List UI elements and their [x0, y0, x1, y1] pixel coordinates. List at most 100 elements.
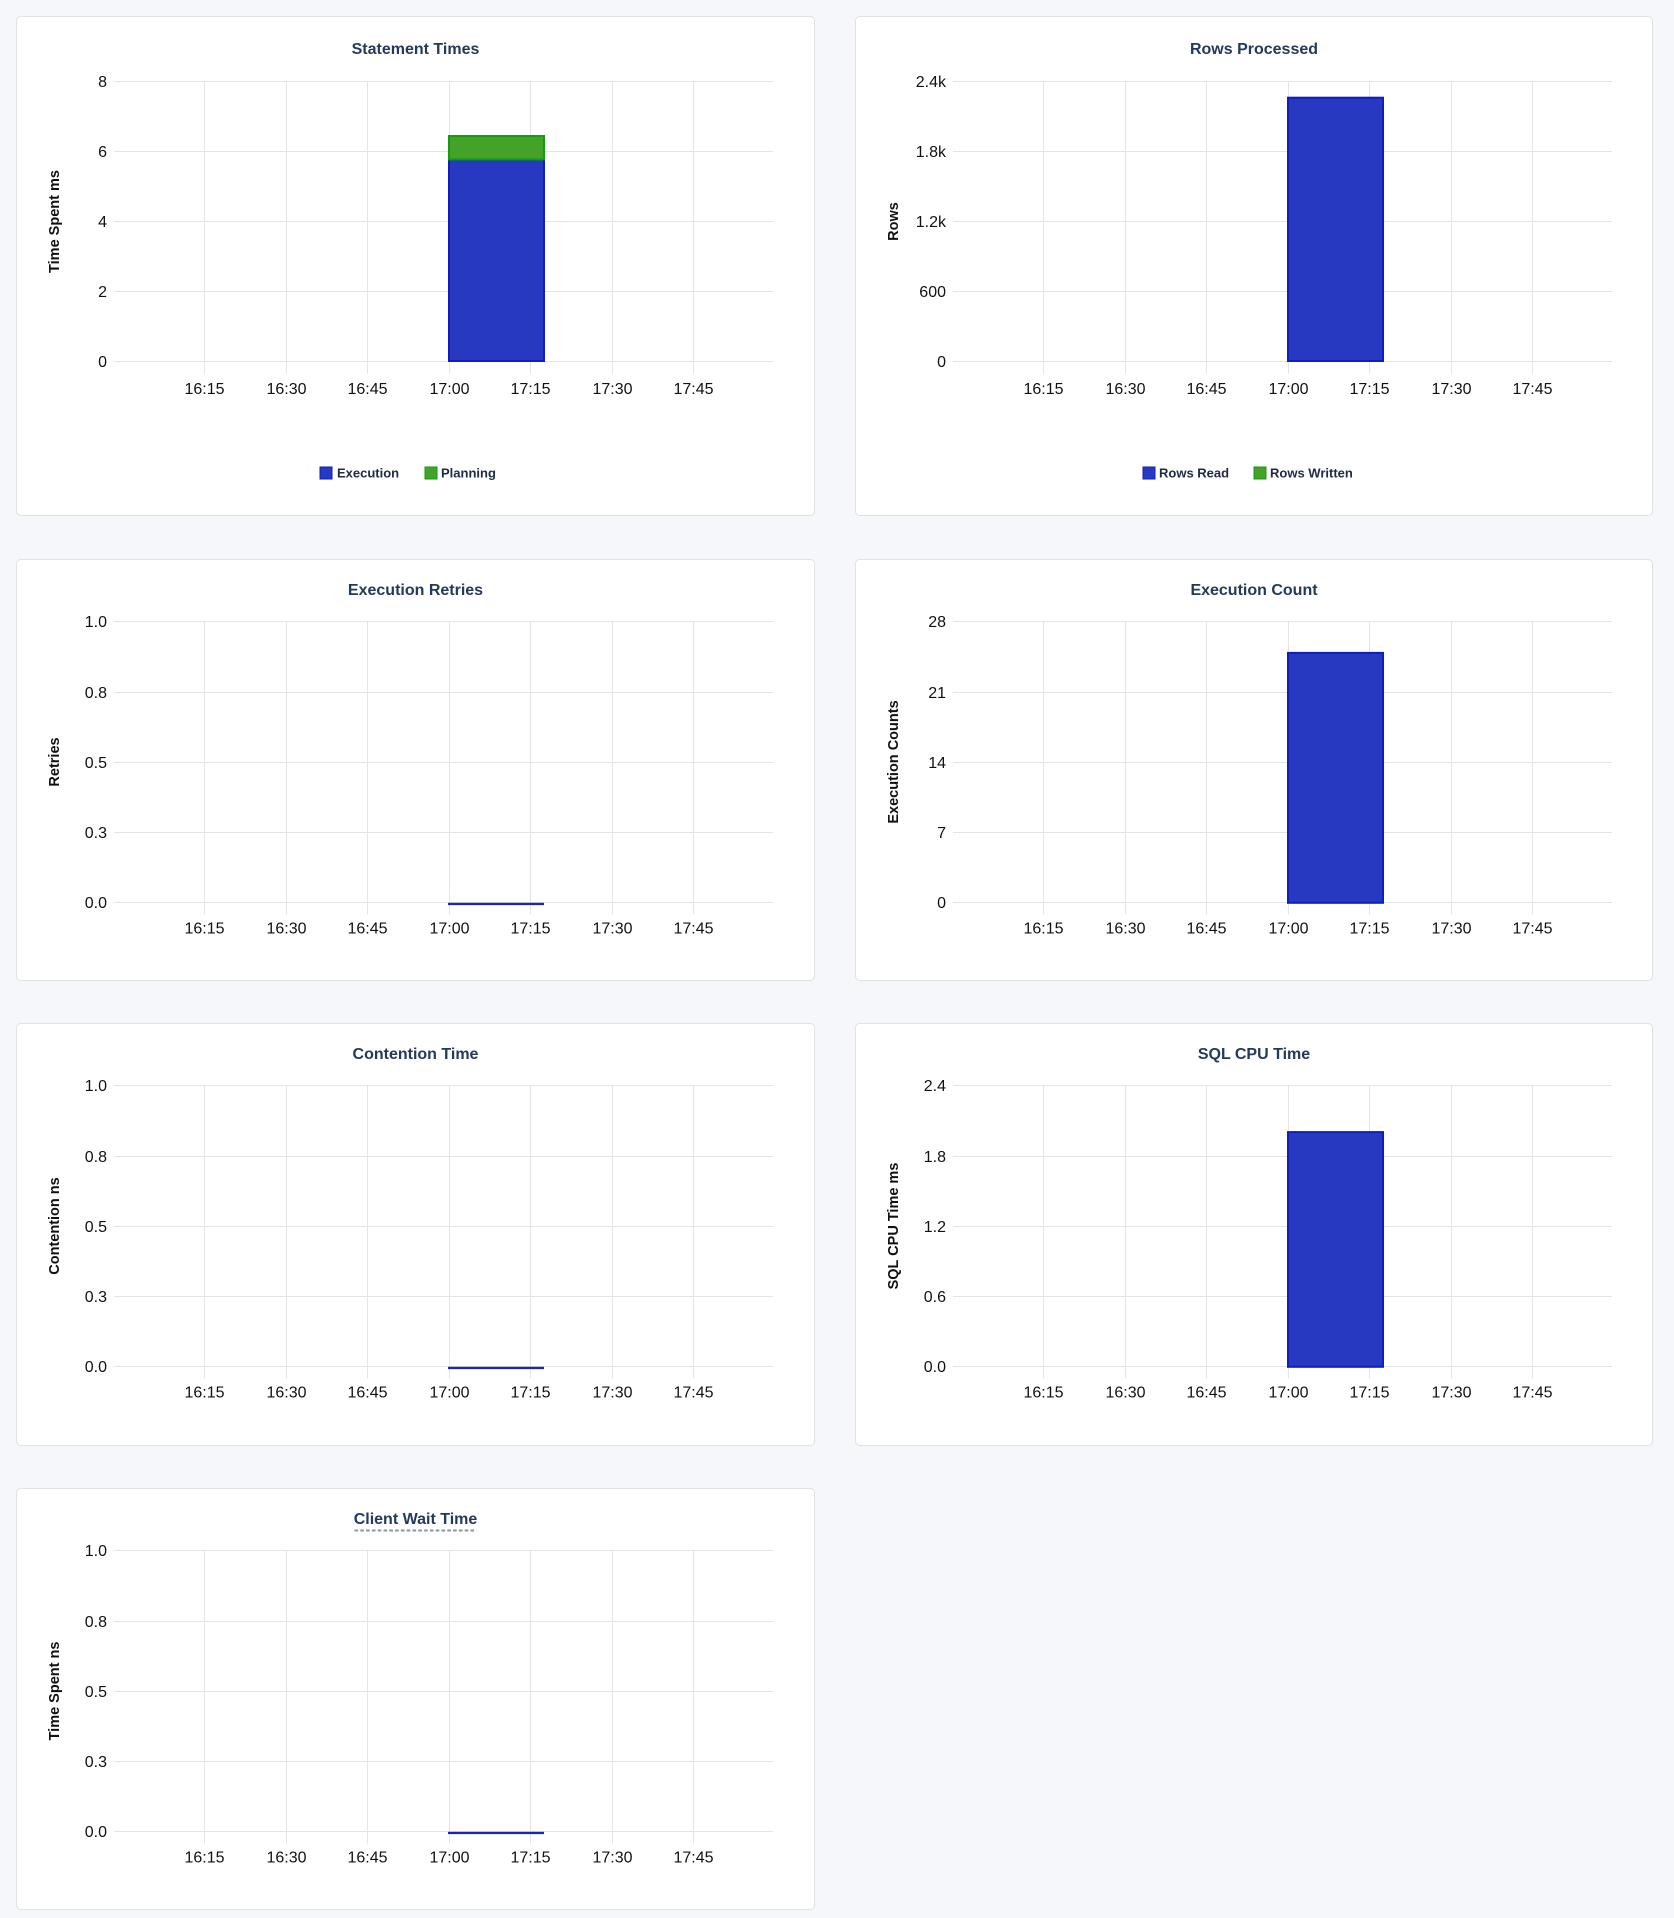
- svg-text:1.0: 1.0: [85, 614, 107, 631]
- svg-text:Time Spent ns: Time Spent ns: [47, 1642, 63, 1741]
- svg-text:17:15: 17:15: [1349, 921, 1389, 938]
- svg-text:17:45: 17:45: [1512, 921, 1552, 938]
- svg-text:16:30: 16:30: [266, 1385, 306, 1402]
- svg-text:1.2k: 1.2k: [916, 214, 947, 231]
- svg-text:0.0: 0.0: [924, 1359, 946, 1376]
- svg-text:Execution Retries: Execution Retries: [348, 582, 483, 599]
- svg-text:0.3: 0.3: [85, 1289, 107, 1306]
- svg-text:16:30: 16:30: [266, 921, 306, 938]
- svg-text:16:30: 16:30: [1105, 1385, 1145, 1402]
- svg-text:17:30: 17:30: [592, 381, 632, 398]
- svg-text:17:00: 17:00: [1268, 381, 1308, 398]
- svg-text:16:30: 16:30: [266, 1850, 306, 1867]
- svg-text:0.5: 0.5: [85, 1684, 107, 1701]
- svg-text:17:00: 17:00: [429, 921, 469, 938]
- svg-text:0: 0: [937, 895, 946, 912]
- svg-text:0.0: 0.0: [85, 1824, 107, 1841]
- svg-text:17:15: 17:15: [1349, 1385, 1389, 1402]
- svg-text:14: 14: [928, 755, 946, 772]
- svg-text:17:15: 17:15: [510, 381, 550, 398]
- svg-text:16:45: 16:45: [1186, 381, 1226, 398]
- svg-text:16:30: 16:30: [1105, 921, 1145, 938]
- svg-text:7: 7: [937, 825, 946, 842]
- svg-text:28: 28: [928, 614, 946, 631]
- svg-text:SQL CPU Time: SQL CPU Time: [1198, 1046, 1310, 1063]
- svg-text:16:15: 16:15: [184, 381, 224, 398]
- svg-text:1.2: 1.2: [924, 1219, 946, 1236]
- svg-text:16:30: 16:30: [266, 381, 306, 398]
- svg-text:16:30: 16:30: [1105, 381, 1145, 398]
- svg-text:17:30: 17:30: [1431, 381, 1471, 398]
- svg-text:Client Wait Time: Client Wait Time: [354, 1511, 478, 1528]
- svg-text:0.5: 0.5: [85, 755, 107, 772]
- svg-text:8: 8: [98, 74, 107, 91]
- svg-text:Execution Count: Execution Count: [1190, 582, 1318, 599]
- svg-text:2.4k: 2.4k: [916, 74, 947, 91]
- svg-text:Rows: Rows: [886, 202, 902, 241]
- svg-text:SQL CPU Time ms: SQL CPU Time ms: [886, 1163, 902, 1290]
- svg-text:16:45: 16:45: [1186, 921, 1226, 938]
- svg-text:17:15: 17:15: [510, 921, 550, 938]
- svg-text:17:30: 17:30: [1431, 1385, 1471, 1402]
- svg-text:16:15: 16:15: [1023, 1385, 1063, 1402]
- svg-text:0: 0: [937, 354, 946, 371]
- svg-text:Rows Read: Rows Read: [1159, 466, 1229, 481]
- svg-text:Contention Time: Contention Time: [353, 1046, 479, 1063]
- svg-text:6: 6: [98, 144, 107, 161]
- svg-text:21: 21: [928, 685, 946, 702]
- svg-text:17:45: 17:45: [673, 381, 713, 398]
- svg-text:17:00: 17:00: [1268, 1385, 1308, 1402]
- svg-text:Retries: Retries: [47, 737, 63, 786]
- svg-text:17:45: 17:45: [673, 1385, 713, 1402]
- svg-text:0.0: 0.0: [85, 1359, 107, 1376]
- svg-text:Execution Counts: Execution Counts: [886, 700, 902, 823]
- svg-text:17:30: 17:30: [592, 921, 632, 938]
- svg-text:600: 600: [919, 284, 946, 301]
- svg-text:0.3: 0.3: [85, 1754, 107, 1771]
- svg-text:17:00: 17:00: [429, 381, 469, 398]
- svg-text:Planning: Planning: [441, 466, 496, 481]
- svg-text:16:15: 16:15: [184, 1850, 224, 1867]
- svg-text:17:45: 17:45: [673, 1850, 713, 1867]
- svg-text:16:15: 16:15: [1023, 921, 1063, 938]
- svg-text:16:15: 16:15: [1023, 381, 1063, 398]
- svg-text:0.0: 0.0: [85, 895, 107, 912]
- svg-text:1.8: 1.8: [924, 1149, 946, 1166]
- svg-text:16:15: 16:15: [184, 1385, 224, 1402]
- svg-text:17:00: 17:00: [429, 1850, 469, 1867]
- svg-text:1.0: 1.0: [85, 1543, 107, 1560]
- svg-text:0.8: 0.8: [85, 1149, 107, 1166]
- svg-text:17:30: 17:30: [592, 1385, 632, 1402]
- svg-text:16:45: 16:45: [347, 921, 387, 938]
- svg-text:17:00: 17:00: [429, 1385, 469, 1402]
- svg-text:17:45: 17:45: [1512, 381, 1552, 398]
- svg-text:2: 2: [98, 284, 107, 301]
- svg-text:16:45: 16:45: [1186, 1385, 1226, 1402]
- svg-text:0.6: 0.6: [924, 1289, 946, 1306]
- svg-text:0.3: 0.3: [85, 825, 107, 842]
- svg-text:Rows Written: Rows Written: [1270, 466, 1353, 481]
- svg-text:Statement Times: Statement Times: [352, 41, 480, 58]
- svg-text:2.4: 2.4: [924, 1078, 946, 1095]
- svg-text:0.5: 0.5: [85, 1219, 107, 1236]
- svg-text:17:45: 17:45: [1512, 1385, 1552, 1402]
- svg-text:1.8k: 1.8k: [916, 144, 947, 161]
- svg-text:16:45: 16:45: [347, 1850, 387, 1867]
- svg-text:Time Spent ms: Time Spent ms: [47, 170, 63, 273]
- svg-text:17:45: 17:45: [673, 921, 713, 938]
- svg-text:Execution: Execution: [337, 466, 399, 481]
- svg-text:16:45: 16:45: [347, 381, 387, 398]
- svg-text:0.8: 0.8: [85, 1614, 107, 1631]
- svg-text:1.0: 1.0: [85, 1078, 107, 1095]
- svg-text:4: 4: [98, 214, 107, 231]
- svg-text:17:30: 17:30: [1431, 921, 1471, 938]
- svg-text:Contention ns: Contention ns: [47, 1177, 63, 1274]
- svg-text:16:45: 16:45: [347, 1385, 387, 1402]
- svg-text:17:30: 17:30: [592, 1850, 632, 1867]
- svg-text:17:15: 17:15: [510, 1850, 550, 1867]
- svg-text:0.8: 0.8: [85, 685, 107, 702]
- svg-text:17:15: 17:15: [1349, 381, 1389, 398]
- svg-text:17:00: 17:00: [1268, 921, 1308, 938]
- svg-text:16:15: 16:15: [184, 921, 224, 938]
- svg-text:17:15: 17:15: [510, 1385, 550, 1402]
